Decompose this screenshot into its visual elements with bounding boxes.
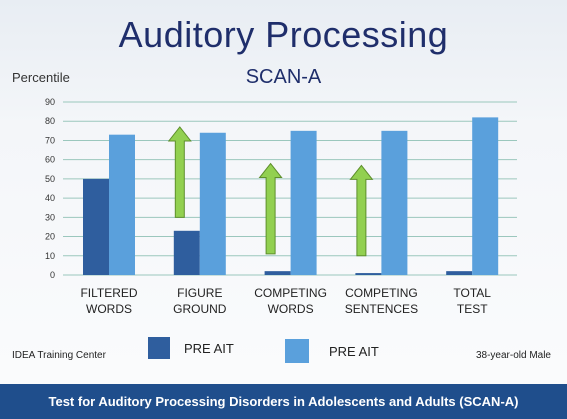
organization-label: IDEA Training Center	[12, 350, 106, 361]
x-tick-label: FIGURE	[177, 286, 222, 300]
bar-series-2	[290, 130, 317, 275]
patient-label: 38-year-old Male	[475, 350, 551, 361]
bar-series-1	[355, 273, 382, 275]
bar-chart: 0 10 20 30 40 50 60 70 80 90 FILTERED WORDS FIGURE GR…	[45, 97, 517, 316]
y-axis-label: Percentile	[12, 70, 70, 85]
footer-banner: Test for Auditory Processing Disorders i…	[0, 384, 567, 419]
bar-series-2	[472, 117, 499, 275]
legend-item-series-2: PRE AIT	[285, 339, 379, 363]
legend-label-series-1: PRE AIT	[184, 340, 234, 356]
y-tick-label: 70	[45, 135, 55, 145]
improvement-arrow	[349, 164, 374, 257]
x-tick-label: FILTERED	[80, 286, 137, 300]
legend-swatch-series-1	[148, 337, 170, 359]
improvement-arrow	[167, 126, 192, 218]
bar-series-1	[446, 271, 473, 275]
bar-series-2	[381, 130, 408, 275]
chart-subtitle: SCAN-A	[245, 66, 322, 88]
legend-label-series-2: PRE AIT	[329, 343, 379, 359]
x-tick-label: GROUND	[173, 302, 227, 316]
y-tick-label: 30	[45, 212, 55, 222]
y-tick-label: 60	[45, 155, 55, 165]
bar-series-2	[109, 134, 135, 275]
improvement-arrow	[258, 162, 283, 255]
y-tick-label: 20	[45, 232, 55, 242]
bar-series-1	[83, 178, 109, 275]
bar-series-1	[264, 271, 291, 275]
chart-title: Auditory Processing	[118, 14, 449, 55]
y-tick-label: 50	[45, 174, 55, 184]
bar-series-2	[199, 132, 226, 275]
x-tick-label: TEST	[457, 302, 488, 316]
y-tick-label: 10	[45, 251, 55, 261]
y-tick-label: 40	[45, 193, 55, 203]
legend-swatch-series-2	[285, 339, 309, 363]
y-tick-label: 0	[50, 270, 55, 280]
x-tick-label: WORDS	[268, 302, 314, 316]
x-tick-label: TOTAL	[453, 286, 491, 300]
x-tick-label: COMPETING	[254, 286, 327, 300]
x-tick-label: SENTENCES	[345, 302, 418, 316]
y-tick-label: 80	[45, 116, 55, 126]
bar-series-1	[173, 230, 200, 275]
banner-text: Test for Auditory Processing Disorders i…	[48, 394, 519, 409]
x-tick-label: COMPETING	[345, 286, 418, 300]
x-tick-label: WORDS	[86, 302, 132, 316]
y-tick-label: 90	[45, 97, 55, 107]
legend-item-series-1: PRE AIT	[148, 337, 234, 359]
